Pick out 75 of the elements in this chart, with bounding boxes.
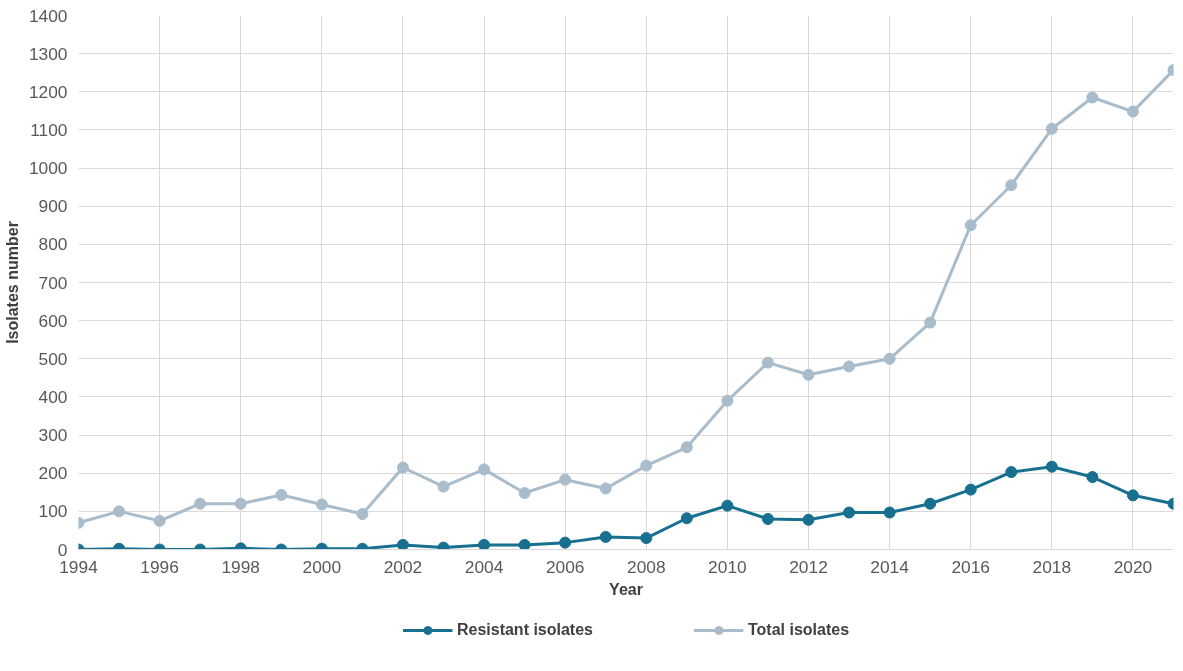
point xyxy=(680,441,693,454)
legend-label: Total isolates xyxy=(748,621,850,639)
point xyxy=(1005,179,1018,192)
point xyxy=(518,487,531,500)
y-tick-label: 1000 xyxy=(28,158,68,179)
point xyxy=(559,473,572,486)
point xyxy=(356,508,369,521)
x-axis-title: Year xyxy=(609,580,643,598)
point xyxy=(924,497,937,510)
point xyxy=(964,483,977,496)
x-tick-label: 2008 xyxy=(627,556,666,577)
point xyxy=(802,368,815,381)
x-tick-label: 2012 xyxy=(789,556,828,577)
y-tick-label: 600 xyxy=(38,310,68,331)
y-tick-label: 1400 xyxy=(28,5,68,26)
x-tick-label: 2000 xyxy=(302,556,342,577)
x-tick-label: 2016 xyxy=(951,556,991,577)
x-tick-label: 2010 xyxy=(708,556,747,577)
point xyxy=(559,536,572,549)
x-tick-label: 2002 xyxy=(383,556,423,577)
y-tick-label: 800 xyxy=(38,234,68,255)
point xyxy=(153,514,166,527)
point xyxy=(964,219,977,232)
x-tick-label: 1996 xyxy=(140,556,179,577)
point xyxy=(478,538,491,550)
point xyxy=(113,505,126,518)
point xyxy=(1045,122,1058,135)
point xyxy=(680,512,693,525)
point xyxy=(599,530,612,543)
point xyxy=(1126,105,1139,118)
y-tick-label: 300 xyxy=(38,425,68,446)
point xyxy=(1086,471,1099,484)
point xyxy=(883,352,896,365)
y-tick-label: 700 xyxy=(38,272,68,293)
point xyxy=(843,506,856,519)
point xyxy=(761,356,774,369)
point xyxy=(396,538,409,550)
y-tick-label: 400 xyxy=(38,386,68,407)
x-tick-label: 2018 xyxy=(1032,556,1072,577)
point xyxy=(234,497,247,510)
x-tick-label: 2004 xyxy=(464,556,504,577)
point xyxy=(1045,460,1058,473)
legend-label: Resistant isolates xyxy=(456,621,593,639)
x-tick-label: 2020 xyxy=(1113,556,1153,577)
point xyxy=(396,461,409,474)
x-tick-label: 1998 xyxy=(221,556,261,577)
point xyxy=(518,538,531,550)
point xyxy=(275,488,288,501)
point xyxy=(802,513,815,526)
y-tick-label: 900 xyxy=(38,196,68,217)
point xyxy=(721,394,734,407)
x-tick-label: 2014 xyxy=(870,556,910,577)
point xyxy=(640,532,653,545)
y-tick-label: 500 xyxy=(38,348,68,369)
point xyxy=(315,498,328,511)
point xyxy=(1086,91,1099,104)
x-tick-label: 2006 xyxy=(545,556,585,577)
y-tick-label: 100 xyxy=(38,501,68,522)
point xyxy=(1005,466,1018,479)
point xyxy=(843,360,856,373)
y-axis-title: Isolates number xyxy=(3,221,21,344)
point xyxy=(883,506,896,519)
point xyxy=(1126,489,1139,502)
point xyxy=(721,499,734,512)
y-tick-label: 1300 xyxy=(28,43,68,64)
y-tick-label: 200 xyxy=(38,463,68,484)
point xyxy=(437,480,450,493)
point xyxy=(761,513,774,525)
point xyxy=(640,459,653,472)
point xyxy=(478,463,491,476)
point xyxy=(194,497,207,510)
point xyxy=(599,482,612,495)
y-tick-label: 1200 xyxy=(28,81,68,102)
point xyxy=(924,316,937,329)
y-tick-label: 1100 xyxy=(30,119,68,140)
